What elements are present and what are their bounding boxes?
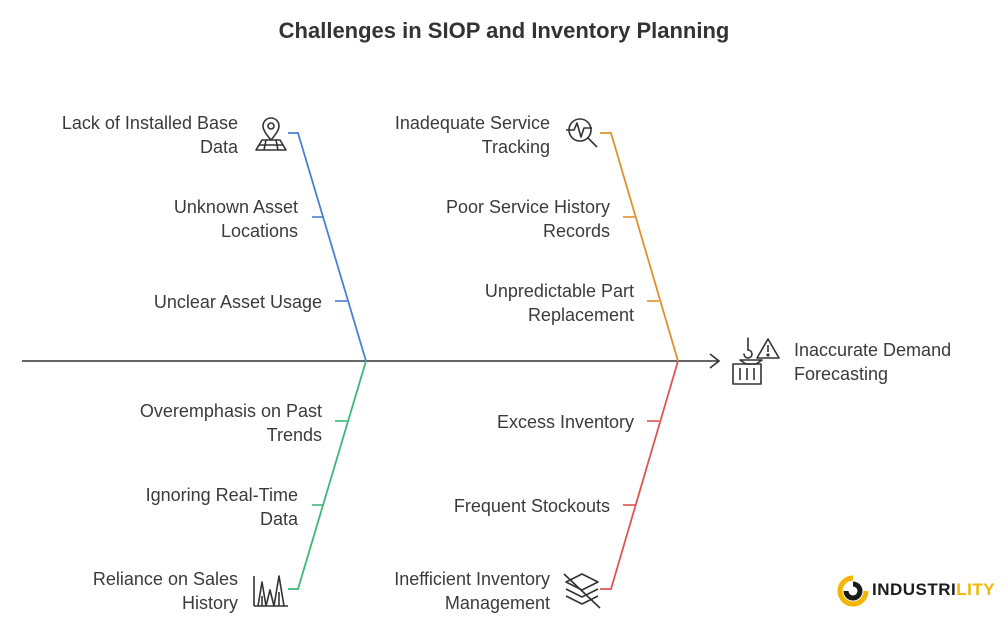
spine-arrowhead — [709, 353, 721, 369]
hook-icon — [743, 337, 753, 359]
industrility-logo: INDUSTRILITY — [836, 574, 996, 610]
cause-inadequate-service-tracking: Inadequate Service Tracking — [394, 113, 550, 157]
stacked-layers-crossed-icon — [563, 573, 601, 609]
map-pin-icon — [255, 117, 287, 151]
cause-reliance-on-sales-history: Reliance on Sales History — [92, 569, 238, 613]
logo-text: INDUSTRILITY — [872, 580, 995, 600]
cause-frequent-stockouts: Frequent Stockouts — [453, 496, 610, 516]
cause-inefficient-inventory-management: Inefficient Inventory Management — [394, 569, 550, 613]
warning-icon — [756, 338, 780, 359]
cause-overemphasis-on-past-trends: Overemphasis on Past Trends — [139, 401, 322, 445]
bone-bottom-left — [288, 360, 367, 590]
cause-unknown-asset-locations: Unknown Asset Locations — [173, 197, 298, 241]
cause-unpredictable-part-replacement: Unpredictable Part Replacement — [484, 281, 634, 325]
bone-top-right — [600, 132, 679, 362]
diagram-title: Challenges in SIOP and Inventory Plannin… — [278, 18, 730, 43]
crate-icon — [732, 359, 763, 385]
cause-ignoring-real-time-data: Ignoring Real-Time Data — [145, 485, 298, 529]
bone-top-left — [288, 132, 367, 362]
logo-text-main: INDUSTRI — [872, 580, 957, 599]
effect-inaccurate-demand-forecasting: Inaccurate Demand Forecasting — [794, 340, 952, 384]
bar-peaks-icon — [253, 575, 288, 607]
cause-poor-service-history-records: Poor Service History Records — [445, 197, 610, 241]
cause-unclear-asset-usage: Unclear Asset Usage — [153, 292, 322, 312]
logo-text-accent: LITY — [956, 580, 996, 599]
logo-mark-icon — [837, 575, 869, 607]
cause-lack-of-installed-base-data: Lack of Installed Base Data — [61, 113, 238, 157]
bone-bottom-right — [600, 360, 679, 590]
heartbeat-magnifier-icon — [566, 118, 598, 148]
cause-excess-inventory: Excess Inventory — [496, 412, 634, 432]
